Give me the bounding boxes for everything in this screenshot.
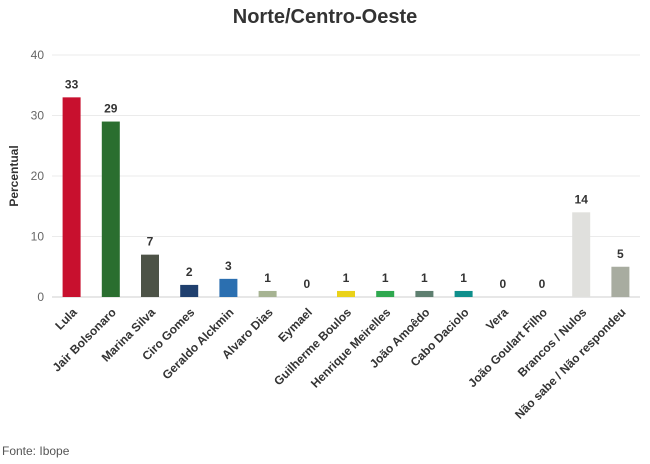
category-label: Lula [52, 305, 80, 333]
bar [180, 284, 199, 297]
data-label: 5 [617, 247, 624, 261]
data-label: 33 [65, 77, 79, 91]
data-label: 29 [104, 102, 118, 116]
data-label: 0 [303, 277, 310, 291]
bar [572, 212, 591, 297]
data-label: 0 [539, 277, 546, 291]
data-label: 7 [147, 235, 154, 249]
y-tick-label: 40 [31, 48, 45, 62]
category-label: Eymael [275, 305, 315, 345]
category-label: Brancos / Nulos [515, 305, 590, 380]
data-labels: 33 29 7 2 3 1 0 1 1 1 1 0 0 14 5 [65, 77, 624, 291]
bar [454, 290, 473, 297]
gridlines [52, 54, 640, 298]
y-tick-label: 0 [37, 290, 44, 304]
data-label: 1 [421, 271, 428, 285]
bar [611, 266, 630, 297]
bar [219, 278, 238, 297]
bar [337, 290, 355, 297]
data-label: 0 [499, 277, 506, 291]
data-label: 1 [264, 271, 271, 285]
bar [415, 290, 434, 297]
category-label: Vera [483, 305, 511, 333]
data-label: 1 [343, 271, 350, 285]
y-axis-ticks: 0 10 20 30 40 [31, 48, 45, 304]
chart-title: Norte/Centro-Oeste [232, 6, 418, 28]
data-label: 3 [225, 259, 232, 273]
bar [141, 254, 159, 297]
bar [101, 121, 120, 297]
data-label: 1 [460, 271, 467, 285]
data-label: 2 [186, 265, 193, 279]
y-tick-label: 30 [31, 109, 45, 123]
data-label: 1 [382, 271, 389, 285]
y-tick-label: 10 [31, 230, 45, 244]
bar [376, 290, 395, 297]
bar [62, 97, 81, 297]
bar [258, 290, 277, 297]
y-axis-label: Percentual [7, 145, 21, 206]
category-label: Geraldo Alckmin [160, 305, 237, 382]
source-note: Fonte: Ibope [2, 444, 70, 458]
y-tick-label: 20 [31, 169, 45, 183]
bars [62, 97, 630, 297]
data-label: 14 [575, 192, 589, 206]
